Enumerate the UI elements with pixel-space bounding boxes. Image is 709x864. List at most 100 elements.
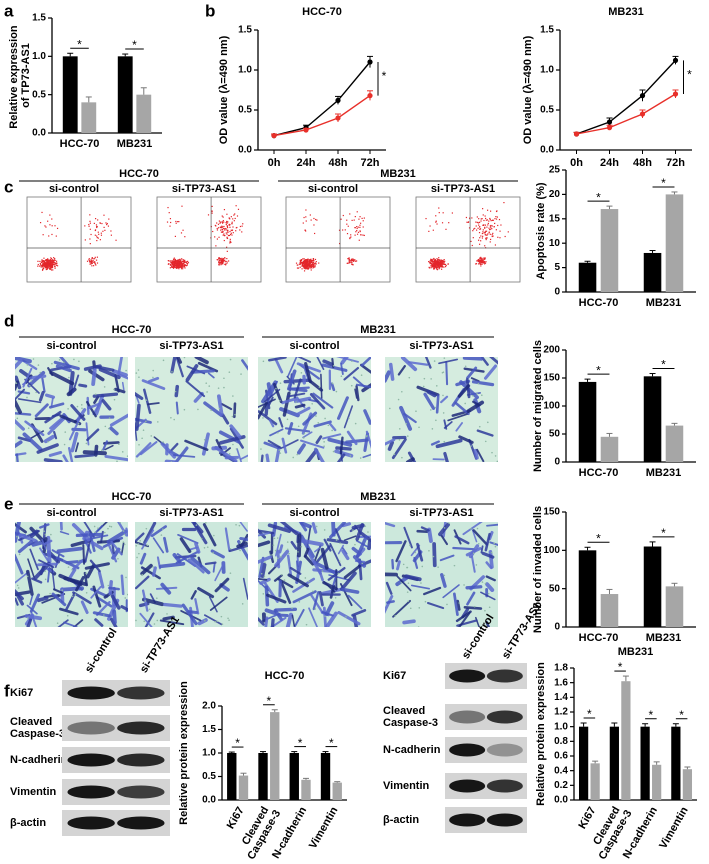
pore bbox=[122, 530, 125, 532]
pore bbox=[74, 593, 77, 596]
event-dot bbox=[436, 264, 438, 266]
cell bbox=[22, 432, 43, 452]
event-dot bbox=[233, 220, 235, 222]
cell bbox=[274, 533, 282, 557]
bar bbox=[332, 782, 342, 800]
event-dot bbox=[433, 267, 436, 269]
event-dot bbox=[490, 220, 492, 222]
pore bbox=[104, 425, 107, 428]
pore bbox=[50, 533, 52, 536]
event-dot bbox=[304, 265, 306, 267]
event-dot bbox=[307, 264, 309, 267]
event-dot bbox=[47, 265, 49, 268]
event-dot bbox=[49, 268, 51, 270]
cell bbox=[456, 599, 461, 611]
cell bbox=[111, 544, 115, 554]
event-dot bbox=[347, 258, 349, 260]
cell bbox=[210, 549, 225, 559]
pore bbox=[123, 543, 126, 546]
event-dot bbox=[52, 260, 54, 262]
event-dot bbox=[186, 260, 188, 263]
pore bbox=[228, 453, 231, 455]
event-dot bbox=[219, 221, 222, 223]
event-dot bbox=[314, 266, 316, 268]
event-dot bbox=[232, 218, 234, 220]
pore bbox=[496, 460, 498, 462]
event-dot bbox=[45, 265, 47, 267]
cell bbox=[258, 555, 273, 564]
cell bbox=[97, 570, 105, 589]
pore bbox=[156, 619, 159, 622]
event-dot bbox=[91, 265, 93, 267]
event-dot bbox=[171, 260, 173, 262]
event-dot bbox=[484, 262, 486, 264]
cell bbox=[274, 549, 290, 568]
event-dot bbox=[52, 261, 54, 263]
pore bbox=[448, 522, 450, 525]
pore bbox=[227, 617, 229, 620]
cell bbox=[294, 403, 306, 409]
x-tick-label: 24h bbox=[600, 157, 619, 169]
cell bbox=[50, 397, 54, 408]
cell bbox=[15, 357, 32, 364]
event-dot bbox=[222, 222, 224, 224]
pore bbox=[402, 563, 405, 566]
event-dot bbox=[237, 208, 240, 210]
y-tick-label: 25 bbox=[549, 165, 561, 176]
cells bbox=[258, 357, 371, 462]
pore bbox=[473, 605, 476, 608]
event-dot bbox=[295, 262, 298, 264]
cell bbox=[39, 523, 50, 529]
event-dot bbox=[429, 225, 431, 227]
pore bbox=[280, 555, 282, 558]
cells bbox=[15, 357, 128, 462]
flow-plot bbox=[285, 196, 391, 283]
event-dot bbox=[97, 237, 99, 239]
cell bbox=[74, 453, 95, 459]
event-dot bbox=[344, 229, 346, 231]
cell bbox=[258, 528, 267, 539]
event-dot bbox=[312, 266, 315, 268]
y-tick-label: 50 bbox=[549, 429, 561, 440]
event-dot bbox=[430, 259, 433, 261]
event-dot bbox=[497, 236, 499, 238]
cell bbox=[85, 422, 90, 446]
event-dot bbox=[88, 223, 90, 226]
cell bbox=[175, 401, 179, 415]
event-dot bbox=[346, 223, 348, 225]
cell bbox=[386, 600, 395, 604]
event-dot bbox=[433, 257, 435, 260]
event-dot bbox=[433, 266, 435, 268]
panel-letter: e bbox=[4, 494, 13, 513]
event-dot bbox=[305, 268, 307, 270]
event-dot bbox=[466, 221, 468, 223]
cell bbox=[29, 374, 47, 380]
bar bbox=[578, 726, 589, 800]
event-dot bbox=[90, 263, 92, 265]
pore bbox=[315, 525, 318, 528]
event-dot bbox=[435, 261, 437, 263]
event-dot bbox=[230, 216, 232, 218]
cell bbox=[302, 411, 318, 426]
event-dot bbox=[223, 257, 226, 259]
pore bbox=[286, 541, 289, 543]
event-dot bbox=[89, 238, 91, 240]
event-dot bbox=[169, 260, 172, 262]
event-dot bbox=[313, 259, 315, 261]
cell bbox=[306, 550, 322, 575]
cell bbox=[70, 404, 86, 421]
pore bbox=[26, 575, 29, 578]
event-dot bbox=[56, 262, 58, 264]
event-dot bbox=[220, 262, 223, 264]
event-dot bbox=[339, 242, 341, 245]
cell bbox=[197, 586, 215, 599]
blot-band bbox=[449, 710, 486, 724]
event-dot bbox=[174, 235, 176, 237]
pore bbox=[354, 422, 357, 425]
cell bbox=[75, 532, 103, 538]
event-dot bbox=[239, 229, 241, 231]
cell bbox=[141, 529, 155, 550]
significance-star: * bbox=[298, 736, 303, 750]
event-dot bbox=[183, 266, 185, 268]
event-dot bbox=[435, 221, 437, 223]
